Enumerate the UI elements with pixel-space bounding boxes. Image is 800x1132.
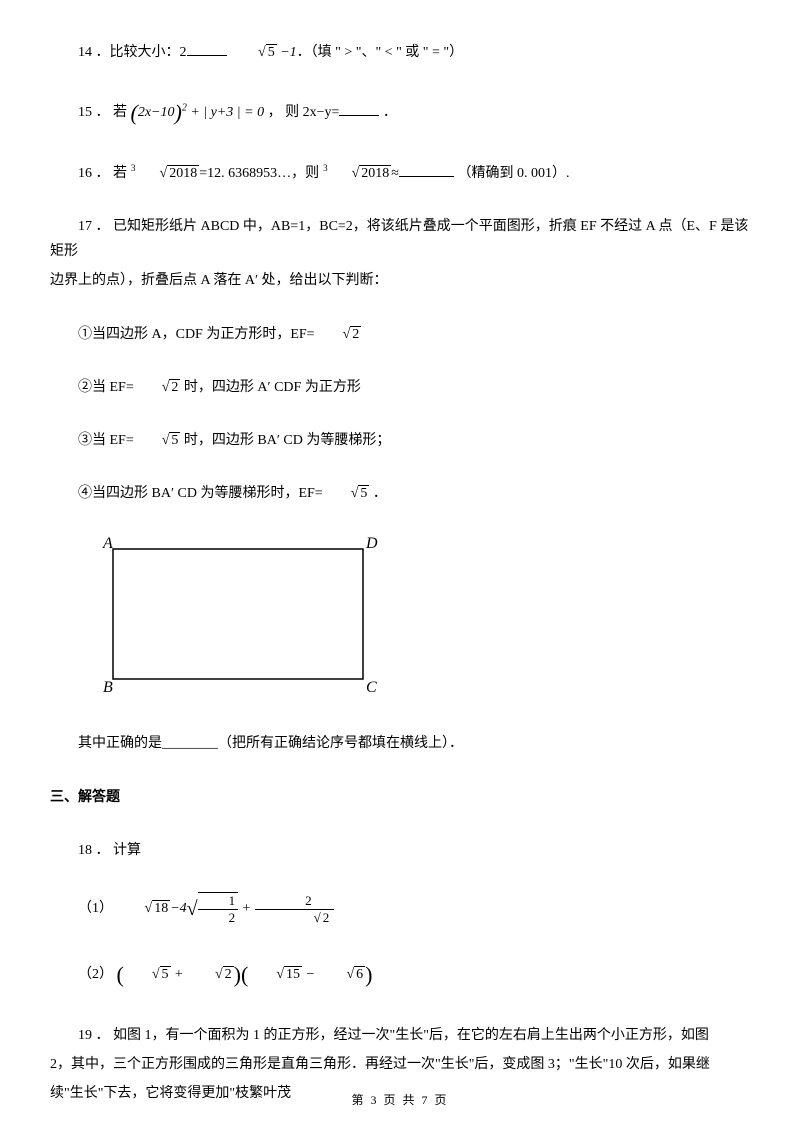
rect-svg: A D B C: [98, 534, 378, 694]
q18-sqrt18: √18: [117, 896, 171, 921]
label-A: A: [102, 535, 113, 552]
plus-1: +: [171, 967, 187, 982]
big-sqrt-sign: √: [187, 898, 198, 920]
q17-opt3-sqrt: √5: [134, 428, 181, 453]
q18-part2: （2） (√5 + √2)(√15 − √6): [50, 955, 750, 995]
q17-opt4: ④当四边形 BA′ CD 为等腰梯形时，EF=√5 ．: [50, 481, 750, 506]
question-17-intro2: 边界上的点），折叠后点 A 落在 A′ 处，给出以下判断：: [50, 268, 750, 293]
question-15: 15 ． 若 (2x−10)2 + | y+3 | = 0 ， 则 2x−y= …: [50, 93, 750, 133]
lparen1: (: [117, 962, 124, 987]
q17-opt2: ②当 EF=√2 时，四边形 A′ CDF 为正方形: [50, 375, 750, 400]
q17-opt3-pre: ③当 EF=: [78, 433, 134, 448]
q19-line2: 2，其中，三个正方形围成的三角形是直角三角形．再经过一次"生长"后，变成图 3；…: [50, 1057, 710, 1072]
q18-plus: +: [242, 901, 255, 916]
rectangle-figure: A D B C: [98, 534, 750, 703]
rparen2: ): [365, 962, 372, 987]
q17-opt3: ③当 EF=√5 时，四边形 BA′ CD 为等腰梯形；: [50, 428, 750, 453]
question-18-title: 18 ． 计算: [50, 838, 750, 863]
section-3-title: 三、解答题: [50, 785, 750, 810]
q15-suffix: ．: [379, 105, 397, 120]
q18-sqrt15: √15: [248, 962, 302, 987]
label-C: C: [366, 679, 377, 694]
q14-blank: [187, 42, 227, 56]
q15-prefix: 15 ． 若: [78, 105, 127, 120]
q17-opt2-pre: ②当 EF=: [78, 380, 134, 395]
q17-opt1-pre: ①当四边形 A，CDF 为正方形时，EF=: [78, 327, 315, 342]
q16-approx: ≈: [391, 166, 399, 181]
question-14: 14 ．比较大小：2 √5 −1．（填 " > "、" < " 或 " = "）: [50, 40, 750, 65]
q18-p1-label: （1）: [78, 901, 113, 916]
q15-expr: (2x−10)2 + | y+3 | = 0: [131, 105, 265, 120]
q18-sqrt5: √5: [124, 962, 171, 987]
q17-answer-text: 其中正确的是________（把所有正确结论序号都填在横线上）．: [78, 736, 463, 751]
q17-opt2-post: 时，四边形 A′ CDF 为正方形: [180, 380, 360, 395]
rparen1: ): [234, 962, 241, 987]
q17-opt4-pre: ④当四边形 BA′ CD 为等腰梯形时，EF=: [78, 486, 323, 501]
label-B: B: [103, 679, 113, 694]
q16-prefix: 16 ． 若: [78, 166, 127, 181]
q18-sqrt6: √6: [318, 962, 365, 987]
question-19-l2: 2，其中，三个正方形围成的三角形是直角三角形．再经过一次"生长"后，变成图 3；…: [50, 1052, 750, 1077]
q18-frac2: 2√2: [255, 893, 335, 925]
q16-cbrt2: √2018: [324, 161, 392, 186]
q14-prefix: 14 ．比较大小：2: [78, 45, 187, 60]
q17-answer: 其中正确的是________（把所有正确结论序号都填在横线上）．: [50, 731, 750, 756]
q18-part1: （1） √18−4√12 + 2√2: [50, 891, 750, 927]
q18-minus4: −4: [170, 901, 186, 916]
q18-sqrt2: √2: [187, 962, 234, 987]
label-D: D: [365, 535, 378, 552]
q17-opt4-sqrt: √5: [323, 481, 370, 506]
question-17-intro: 17 ． 已知矩形纸片 ABCD 中，AB=1，BC=2，将该纸片叠成一个平面图…: [50, 214, 750, 264]
q14-suffix: ．（填 " > "、" < " 或 " = "）: [297, 45, 463, 60]
q17-opt1: ①当四边形 A，CDF 为正方形时，EF=√2: [50, 322, 750, 347]
q17-opt4-post: ．: [369, 486, 387, 501]
q16-suffix: （精确到 0. 001）.: [454, 166, 570, 181]
q15-blank: [339, 102, 379, 116]
q15-mid: ， 则 2x−y=: [268, 105, 340, 120]
q18-p2-label: （2）: [78, 967, 113, 982]
rect-shape: [113, 549, 363, 679]
page-footer: 第 3 页 共 7 页: [0, 1090, 800, 1112]
q16-blank: [399, 163, 454, 177]
q17-opt1-sqrt: √2: [315, 322, 362, 347]
question-19: 19 ． 如图 1，有一个面积为 1 的正方形，经过一次"生长"后，在它的左右肩…: [50, 1023, 750, 1048]
q17-line1: 17 ． 已知矩形纸片 ABCD 中，AB=1，BC=2，将该纸片叠成一个平面图…: [50, 219, 748, 259]
q17-line2: 边界上的点），折叠后点 A 落在 A′ 处，给出以下判断：: [50, 273, 388, 288]
q18-frac1: 12: [198, 892, 239, 925]
q14-minus1: −1: [277, 45, 297, 60]
q19-line1: 19 ． 如图 1，有一个面积为 1 的正方形，经过一次"生长"后，在它的左右肩…: [78, 1028, 709, 1043]
q16-cbrt1: √2018: [132, 161, 200, 186]
question-16: 16 ． 若3√2018=12. 6368953…，则3√2018≈ （精确到 …: [50, 161, 750, 186]
q14-sqrt: √5: [230, 40, 277, 65]
lparen2: (: [241, 962, 248, 987]
minus-1: −: [302, 967, 318, 982]
q17-opt3-post: 时，四边形 BA′ CD 为等腰梯形；: [180, 433, 390, 448]
q17-opt2-sqrt: √2: [134, 375, 181, 400]
q16-val1: =12. 6368953…，则: [199, 166, 319, 181]
